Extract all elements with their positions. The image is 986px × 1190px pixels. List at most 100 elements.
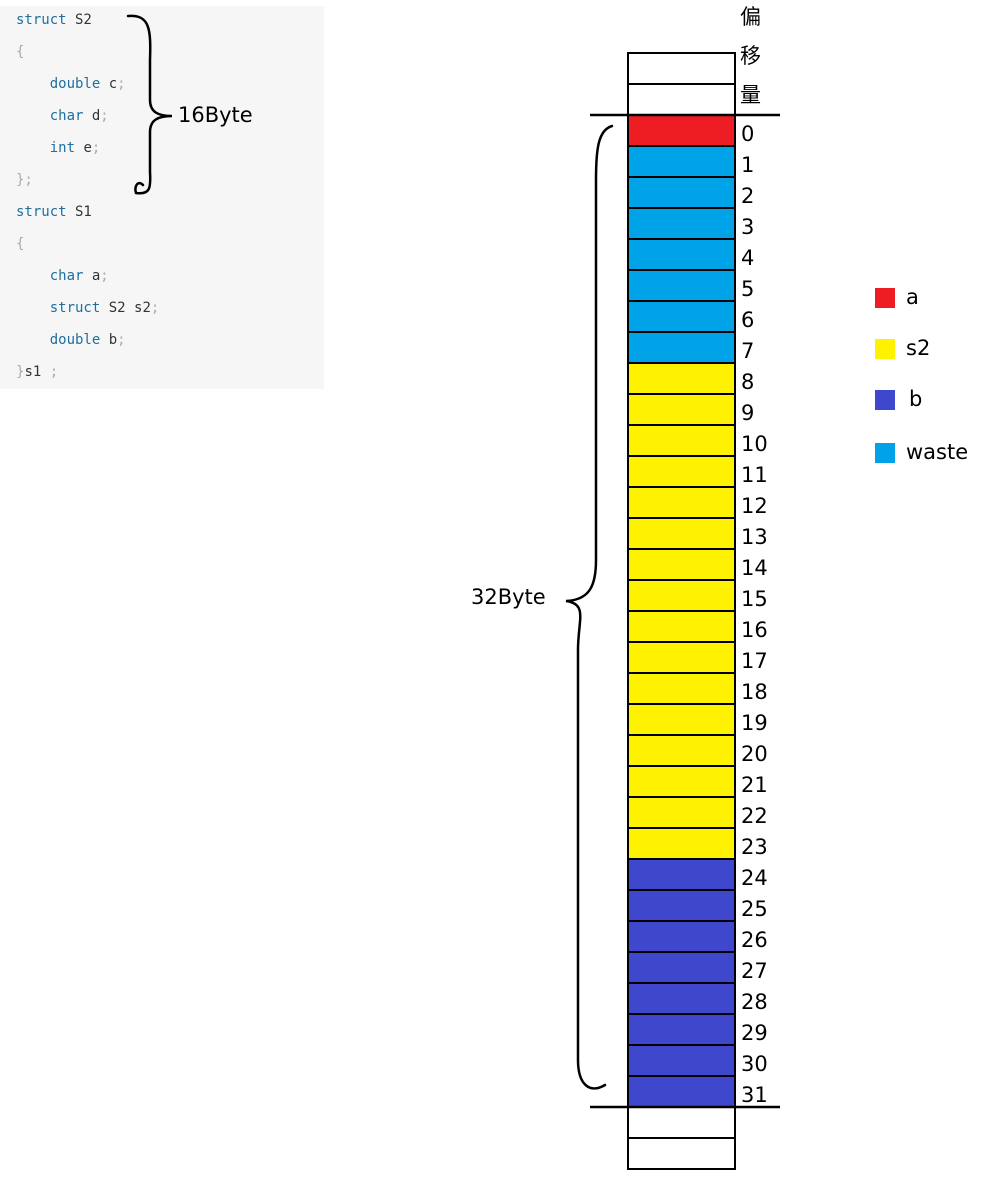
code-token: int: [16, 140, 76, 156]
memory-cell-s2: [627, 486, 736, 519]
offset-label: 16: [741, 618, 768, 642]
legend-label: s2: [906, 336, 931, 360]
s2-size-label: 16Byte: [178, 103, 253, 127]
memory-cell-s2: [627, 734, 736, 767]
memory-cell-waste: [627, 300, 736, 333]
s1-size-brace: [565, 124, 614, 1090]
offset-label: 3: [741, 215, 754, 239]
code-token: ;: [150, 300, 160, 316]
memory-cell-b: [627, 1044, 736, 1077]
legend-swatch: [875, 443, 895, 463]
code-token: ;: [100, 108, 109, 124]
code-token: c: [100, 76, 118, 92]
legend-swatch: [875, 390, 895, 410]
code-line: double b;: [16, 331, 126, 349]
offset-label: 24: [741, 866, 768, 890]
offset-label: 12: [741, 494, 768, 518]
offset-label: 5: [741, 277, 754, 301]
offset-label: 28: [741, 990, 768, 1014]
offset-label: 22: [741, 804, 768, 828]
memory-cell-s2: [627, 610, 736, 643]
code-token: S1: [66, 204, 92, 220]
offset-label: 10: [741, 432, 768, 456]
code-line: char a;: [16, 267, 109, 285]
code-token: struct: [16, 12, 67, 28]
code-line: };: [16, 171, 33, 189]
memory-cell-s2: [627, 393, 736, 426]
code-token: char: [16, 268, 84, 284]
offset-label: 19: [741, 711, 768, 735]
memory-cell-s2: [627, 827, 736, 860]
memory-cell-b: [627, 951, 736, 984]
memory-cells: [627, 52, 736, 1170]
code-token: ;: [91, 140, 101, 156]
code-line: struct S2 s2;: [16, 299, 160, 317]
offset-label: 7: [741, 339, 754, 363]
code-token: {: [16, 44, 25, 60]
s2-size-brace: [126, 14, 173, 195]
offset-label: 2: [741, 184, 754, 208]
offset-labels: 0123456789101112131415161718192021222324…: [741, 122, 768, 1107]
memory-cell-s2: [627, 641, 736, 674]
offset-label: 0: [741, 122, 754, 146]
memory-cell-s2: [627, 517, 736, 550]
legend-label: b: [909, 387, 923, 411]
memory-cell-b: [627, 858, 736, 891]
offset-label: 20: [741, 742, 768, 766]
code-token: S2 s2: [100, 300, 151, 316]
memory-cell-b: [627, 1075, 736, 1108]
legend-swatch: [875, 339, 895, 359]
code-token: S2: [66, 12, 92, 28]
memory-cell-s2: [627, 424, 736, 457]
offset-label: 4: [741, 246, 754, 270]
memory-cell-b: [627, 982, 736, 1015]
memory-cell-s2: [627, 548, 736, 581]
code-token: e: [75, 140, 92, 156]
offset-label: 31: [741, 1083, 768, 1107]
code-token: ;: [117, 332, 126, 348]
code-token: struct: [16, 300, 101, 316]
offset-label: 29: [741, 1021, 768, 1045]
memory-cell-waste: [627, 269, 736, 302]
empty-cell-above: [627, 83, 736, 116]
code-token: {: [16, 236, 25, 252]
code-token: d: [83, 108, 101, 124]
offset-label: 13: [741, 525, 768, 549]
offset-label: 1: [741, 153, 754, 177]
s1-size-label: 32Byte: [471, 585, 546, 609]
code-line: }s1 ;: [16, 363, 58, 381]
code-token: b: [100, 332, 118, 348]
code-token: struct: [16, 204, 67, 220]
code-token: ;: [117, 76, 126, 92]
code-token: double: [16, 332, 101, 348]
offset-label: 14: [741, 556, 768, 580]
memory-cell-s2: [627, 796, 736, 829]
offset-label: 8: [741, 370, 754, 394]
code-line: struct S2: [16, 11, 92, 29]
memory-cell-s2: [627, 672, 736, 705]
offset-label: 15: [741, 587, 768, 611]
code-line: {: [16, 43, 24, 61]
memory-cell-a: [627, 114, 736, 147]
code-token: double: [16, 76, 101, 92]
memory-cell-waste: [627, 238, 736, 271]
offset-label: 26: [741, 928, 768, 952]
code-line: struct S1: [16, 203, 92, 221]
offset-label: 17: [741, 649, 768, 673]
legend-swatch: [875, 288, 895, 308]
memory-cell-s2: [627, 703, 736, 736]
memory-cell-waste: [627, 331, 736, 364]
memory-cell-waste: [627, 207, 736, 240]
code-line: char d;: [16, 107, 109, 125]
memory-cell-b: [627, 889, 736, 922]
code-token: s1: [24, 364, 42, 380]
offset-header-char-1: 偏: [740, 5, 761, 29]
code-token: }: [16, 364, 25, 380]
offset-label: 18: [741, 680, 768, 704]
offset-label: 27: [741, 959, 768, 983]
code-token: a: [83, 268, 101, 284]
offset-label: 21: [741, 773, 768, 797]
offset-label: 23: [741, 835, 768, 859]
legend-label: waste: [906, 440, 969, 464]
